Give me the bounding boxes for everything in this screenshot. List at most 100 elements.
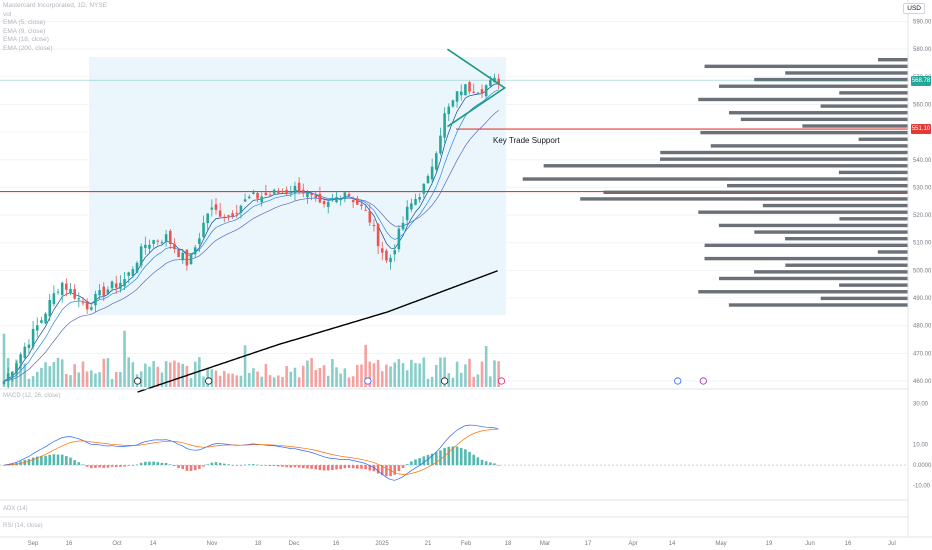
candle-body — [210, 207, 214, 210]
macd-histogram-bar — [156, 462, 160, 466]
volume-bar — [268, 375, 272, 387]
candle-body — [484, 85, 488, 97]
macd-histogram-bar — [443, 447, 446, 466]
macd-axis-label: -10.00 — [913, 484, 931, 490]
volume-bar — [484, 346, 488, 387]
currency-button[interactable]: USD — [903, 3, 925, 14]
volume-bar — [322, 365, 326, 387]
volume-bar — [243, 345, 247, 387]
macd-histogram-bar — [435, 452, 438, 466]
candle-body — [11, 371, 14, 378]
key-support-label: Key Trade Support — [493, 136, 560, 145]
volume-profile-row — [754, 230, 908, 234]
macd-histogram-bar — [69, 457, 72, 466]
macd-histogram-bar — [447, 446, 451, 466]
macd-histogram-bar — [202, 465, 205, 467]
macd-histogram-bar — [90, 465, 93, 469]
volume-bar — [40, 367, 43, 387]
candle-body — [48, 299, 52, 317]
ema5-label: EMA (5, close) — [3, 19, 46, 27]
macd-histogram-bar — [301, 465, 305, 469]
price-axis-label: 500.00 — [913, 268, 932, 274]
candle-body — [468, 82, 471, 92]
candle-body — [380, 248, 384, 253]
macd-histogram-bar — [243, 464, 247, 466]
price-axis-label: 580.00 — [913, 47, 932, 53]
volume-bar — [281, 376, 284, 387]
time-axis-label: Apr — [628, 541, 637, 547]
macd-histogram-bar — [210, 462, 214, 466]
volume-bar — [368, 361, 372, 387]
price-axis-label: 560.00 — [913, 102, 932, 108]
candle-body — [310, 193, 313, 196]
candle-body — [177, 249, 180, 258]
macd-histogram-bar — [77, 462, 81, 466]
candle-body — [272, 189, 276, 194]
volume-bar — [98, 372, 101, 387]
candle-body — [218, 210, 222, 217]
volume-bar — [385, 364, 388, 387]
candle-body — [314, 195, 318, 198]
volume-profile-row — [660, 157, 908, 161]
candle-body — [401, 222, 405, 230]
candle-body — [497, 78, 500, 84]
volume-profile-row — [718, 223, 908, 228]
volume-bar — [65, 373, 68, 387]
candle-body — [435, 153, 438, 170]
macd-histogram-bar — [414, 459, 417, 466]
candle-body — [360, 204, 363, 207]
macd-histogram-bar — [310, 465, 313, 469]
candle-body — [90, 307, 93, 310]
candle-body — [252, 192, 255, 194]
macd-histogram-bar — [268, 465, 272, 466]
candle-body — [335, 196, 338, 203]
time-axis-label: May — [715, 541, 726, 547]
candle-body — [198, 238, 201, 244]
volume-profile-row — [580, 197, 908, 201]
triangle-pattern — [447, 48, 507, 128]
candle-body — [260, 196, 264, 203]
candle-body — [223, 216, 226, 218]
volume-profile-row — [728, 303, 908, 307]
candle-body — [135, 262, 139, 273]
macd-histogram-bar — [331, 465, 334, 471]
macd-histogram-bar — [119, 465, 122, 467]
volume-bar — [318, 367, 322, 387]
candle-body — [480, 89, 484, 93]
macd-histogram-bar — [177, 465, 180, 469]
candle-body — [326, 201, 330, 208]
macd-histogram-bar — [464, 449, 467, 466]
volume-bar — [472, 376, 475, 387]
macd-histogram-bar — [472, 454, 475, 466]
candle-body — [281, 191, 284, 193]
volume-bar — [464, 364, 467, 387]
macd-histogram-bar — [347, 465, 351, 468]
macd-histogram-bar — [451, 446, 455, 466]
volume-bar — [247, 372, 251, 387]
adx-label: ADX (14) — [3, 506, 28, 512]
volume-bar — [185, 365, 189, 387]
macd-histogram-bar — [173, 465, 176, 467]
price-axis-label: 470.00 — [913, 351, 932, 357]
macd-histogram-bar — [206, 464, 209, 466]
volume-bar — [301, 365, 305, 387]
volume-bar — [380, 371, 384, 387]
macd-histogram-bar — [256, 464, 259, 466]
macd-histogram-bar — [277, 465, 280, 467]
candle-body — [60, 282, 64, 296]
volume-profile — [522, 58, 908, 307]
volume-profile-row — [698, 97, 908, 102]
volume-bar — [339, 373, 342, 387]
candle-body — [81, 302, 85, 304]
volume-bar — [264, 363, 268, 387]
volume-bar — [48, 366, 52, 387]
candle-body — [243, 199, 247, 202]
candle-body — [106, 289, 110, 295]
volume-bar — [85, 371, 89, 387]
candle-body — [6, 373, 10, 382]
time-axis-label: 18 — [255, 541, 262, 547]
macd-histogram-bar — [181, 465, 185, 470]
macd-histogram-bar — [364, 465, 367, 470]
volume-bar — [430, 376, 434, 387]
